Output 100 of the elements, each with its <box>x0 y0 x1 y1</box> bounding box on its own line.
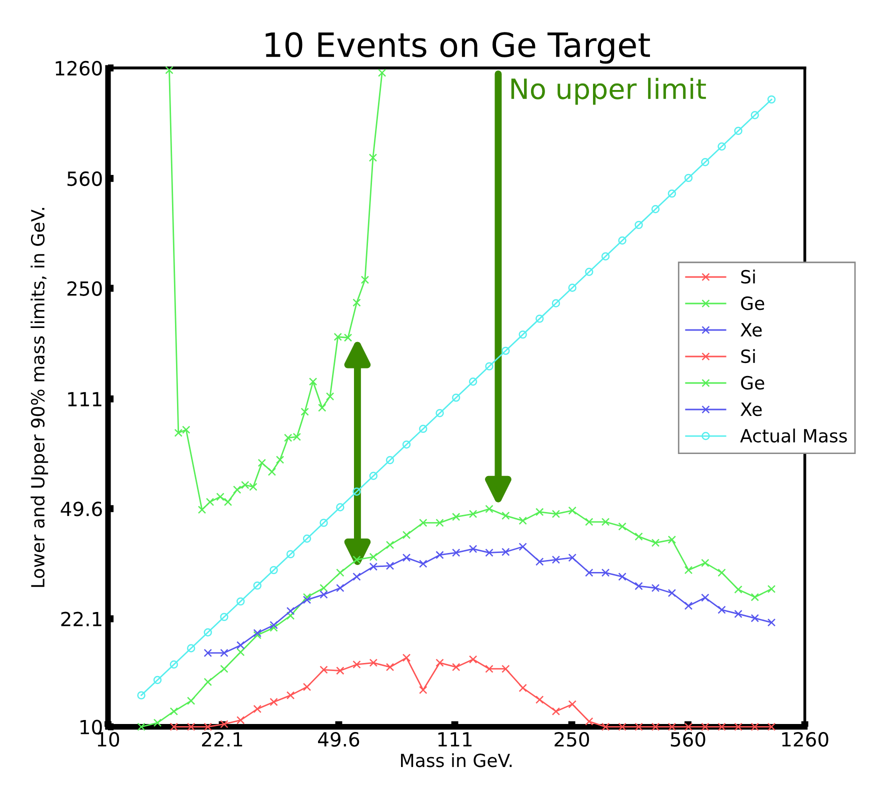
point <box>651 584 660 592</box>
point <box>436 658 444 667</box>
legend-label: Si <box>741 349 755 364</box>
point <box>369 472 378 480</box>
point <box>585 268 594 276</box>
point <box>170 722 178 731</box>
point <box>734 126 742 135</box>
point <box>468 510 478 518</box>
point <box>634 220 643 230</box>
point <box>536 508 544 516</box>
y-tick-label: 111 <box>68 392 102 406</box>
point <box>568 506 576 515</box>
point <box>767 584 776 594</box>
point <box>402 554 411 562</box>
point <box>734 722 742 731</box>
point <box>502 512 510 520</box>
y-tick-label: 250 <box>67 281 102 296</box>
point <box>734 585 742 594</box>
point <box>286 550 295 558</box>
annotation: No upper limit <box>511 78 706 105</box>
point <box>485 504 494 514</box>
point <box>601 568 610 577</box>
point <box>302 682 312 692</box>
point <box>552 556 560 564</box>
point <box>336 584 344 592</box>
point <box>253 631 262 640</box>
x-tick-label: 10 <box>98 732 120 747</box>
point <box>468 544 478 554</box>
point <box>452 394 460 402</box>
point <box>270 624 278 632</box>
point <box>286 612 295 620</box>
legend-label: Ge <box>741 376 764 390</box>
point <box>302 596 312 604</box>
point <box>452 663 460 672</box>
point <box>386 562 394 570</box>
point <box>518 542 527 551</box>
point <box>518 516 527 525</box>
point <box>352 660 361 669</box>
legend-label: Si <box>741 270 755 284</box>
point <box>369 562 378 571</box>
legend-label: Xe <box>740 402 762 416</box>
point <box>402 654 411 662</box>
point <box>369 552 378 562</box>
point <box>436 518 444 527</box>
x-tick-label: 250 <box>554 732 590 747</box>
point <box>386 663 394 672</box>
point <box>668 588 676 598</box>
point <box>701 722 710 731</box>
point <box>236 648 245 656</box>
point <box>536 314 544 323</box>
legend-label: Xe <box>740 323 762 337</box>
x-tick-label: 1260 <box>782 732 828 747</box>
y-axis-title: Lower and Upper 90% mass limits, in GeV. <box>30 208 48 587</box>
point <box>153 676 162 684</box>
y-tick-label: 22.1 <box>61 612 102 626</box>
point <box>204 722 212 731</box>
point <box>320 518 328 527</box>
point <box>485 548 494 557</box>
x-tick-label: 111 <box>438 732 472 746</box>
point <box>336 666 344 675</box>
point <box>270 566 278 574</box>
point <box>419 686 428 694</box>
x-tick-label: 22.1 <box>202 732 242 746</box>
point <box>684 174 693 182</box>
point <box>419 518 428 527</box>
point <box>767 95 776 104</box>
point <box>585 568 594 577</box>
point <box>634 722 643 731</box>
point <box>352 488 361 496</box>
point <box>204 648 212 658</box>
point <box>170 707 178 716</box>
point <box>253 581 262 590</box>
point <box>485 664 494 673</box>
point <box>750 614 759 622</box>
y-tick-label: 560 <box>68 171 102 186</box>
point <box>436 550 444 560</box>
point <box>352 572 361 581</box>
point <box>767 722 776 731</box>
point <box>718 142 726 151</box>
point <box>236 597 245 606</box>
point <box>668 536 676 544</box>
point <box>236 641 245 650</box>
point <box>253 704 262 714</box>
point <box>137 722 146 731</box>
x-tick-label: 560 <box>670 732 706 747</box>
point <box>220 612 228 622</box>
point <box>170 660 178 669</box>
chart-title: 10 Events on Ge Target <box>266 32 650 64</box>
point <box>701 558 710 568</box>
point <box>468 655 478 664</box>
point <box>634 582 643 590</box>
point <box>552 707 560 716</box>
point <box>204 678 212 686</box>
point <box>585 518 594 526</box>
point <box>618 522 626 531</box>
point <box>585 717 594 726</box>
point <box>536 696 544 704</box>
y-tick-label: 1260 <box>56 60 102 76</box>
point <box>386 456 394 464</box>
point <box>518 684 527 692</box>
